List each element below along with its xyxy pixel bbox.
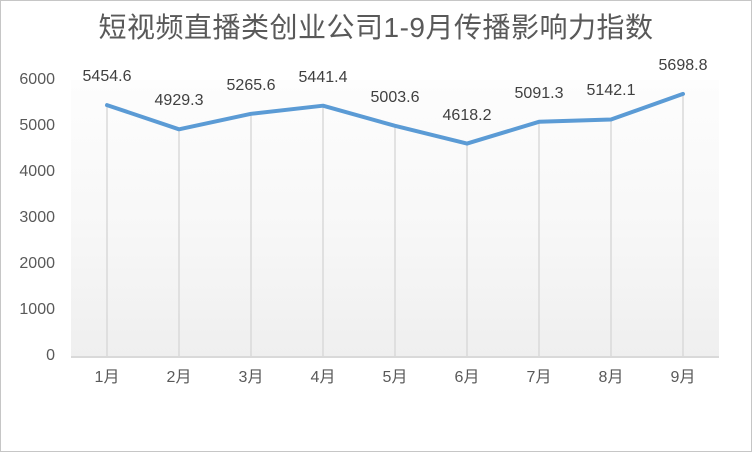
x-axis-label: 5月 bbox=[382, 369, 408, 386]
y-axis-label: 6000 bbox=[19, 71, 55, 88]
data-label: 4618.2 bbox=[442, 106, 492, 124]
data-label: 5265.6 bbox=[226, 76, 276, 94]
x-axis-label: 3月 bbox=[238, 369, 264, 386]
x-axis-label: 9月 bbox=[670, 369, 696, 386]
y-axis-label: 1000 bbox=[19, 301, 55, 318]
x-axis-label: 6月 bbox=[454, 369, 480, 386]
data-label: 4929.3 bbox=[154, 92, 204, 110]
y-axis-label: 0 bbox=[46, 347, 55, 364]
data-label: 5091.3 bbox=[514, 84, 564, 102]
y-axis-label: 3000 bbox=[19, 209, 55, 226]
x-axis-label: 1月 bbox=[94, 369, 120, 386]
y-axis-label: 4000 bbox=[19, 163, 55, 180]
data-label: 5454.6 bbox=[82, 68, 132, 86]
data-label: 5142.1 bbox=[586, 82, 636, 100]
x-axis-label: 7月 bbox=[526, 369, 552, 386]
x-axis-label: 4月 bbox=[310, 369, 336, 386]
data-label: 5003.6 bbox=[370, 88, 420, 106]
data-label: 5698.8 bbox=[658, 56, 708, 74]
y-axis-label: 2000 bbox=[19, 255, 55, 272]
y-axis-label: 5000 bbox=[19, 117, 55, 134]
plot-area bbox=[71, 80, 719, 358]
chart-title: 短视频直播类创业公司1-9月传播影响力指数 bbox=[98, 12, 654, 43]
data-label: 5441.4 bbox=[298, 68, 348, 86]
x-axis-label: 2月 bbox=[166, 369, 192, 386]
x-axis-label: 8月 bbox=[598, 369, 624, 386]
